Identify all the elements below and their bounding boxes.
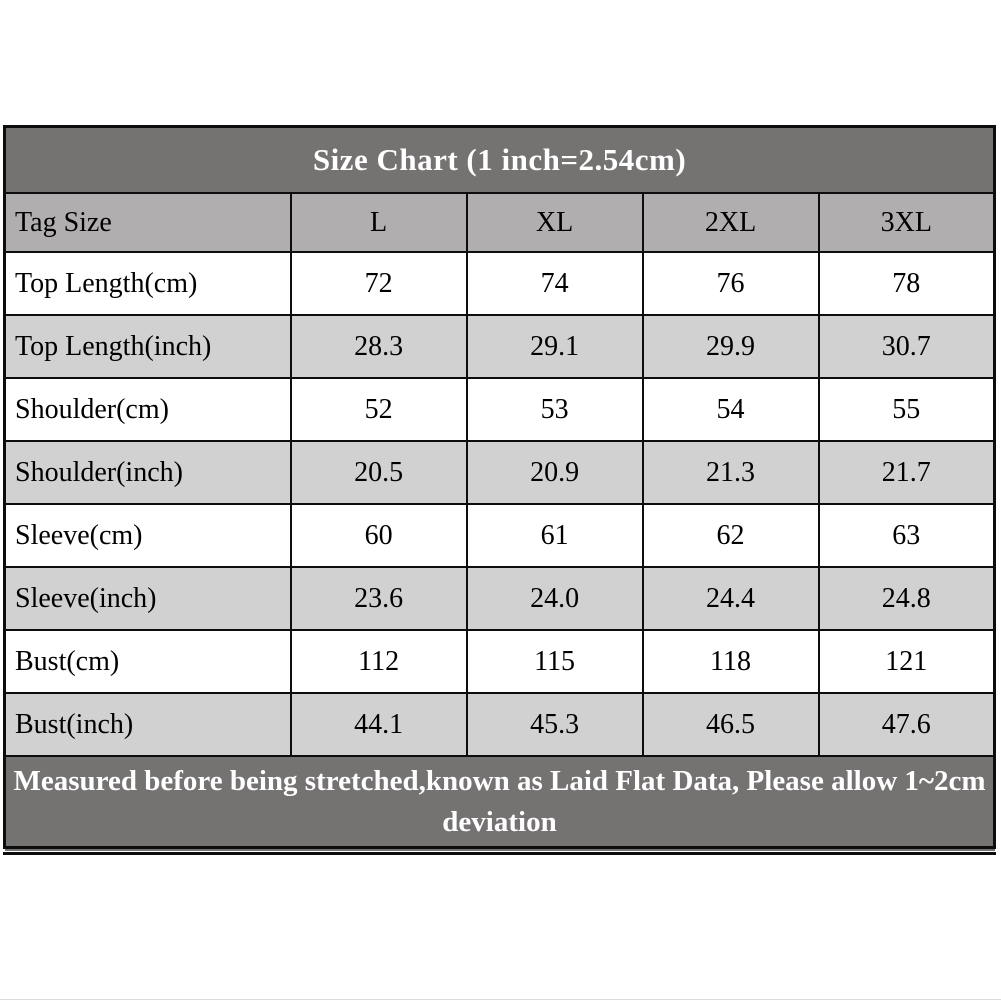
cell-value: 24.8 bbox=[817, 566, 996, 631]
table-row-top-length-cm: Top Length(cm) 72 74 76 78 bbox=[3, 251, 996, 316]
table-row-sleeve-inch: Sleeve(inch) 23.6 24.0 24.4 24.8 bbox=[3, 566, 996, 631]
cell-value: 76 bbox=[641, 251, 820, 316]
cell-value: 28.3 bbox=[289, 314, 468, 379]
cell-value: 20.5 bbox=[289, 440, 468, 505]
title-row: Size Chart (1 inch=2.54cm) bbox=[3, 125, 996, 194]
cell-value: 24.4 bbox=[641, 566, 820, 631]
table-row-bust-cm: Bust(cm) 112 115 118 121 bbox=[3, 629, 996, 694]
cell-value: 46.5 bbox=[641, 692, 820, 757]
footer-row: Measured before being stretched,known as… bbox=[3, 755, 996, 852]
cell-value: 74 bbox=[465, 251, 644, 316]
cell-value: 54 bbox=[641, 377, 820, 442]
cell-value: 62 bbox=[641, 503, 820, 568]
table-row-sleeve-cm: Sleeve(cm) 60 61 62 63 bbox=[3, 503, 996, 568]
cell-value: 53 bbox=[465, 377, 644, 442]
header-size-2xl: 2XL bbox=[641, 192, 820, 253]
row-label: Shoulder(inch) bbox=[3, 440, 292, 505]
cell-value: 121 bbox=[817, 629, 996, 694]
cell-value: 72 bbox=[289, 251, 468, 316]
cell-value: 24.0 bbox=[465, 566, 644, 631]
header-row: Tag Size L XL 2XL 3XL bbox=[3, 192, 996, 253]
cell-value: 23.6 bbox=[289, 566, 468, 631]
chart-title: Size Chart (1 inch=2.54cm) bbox=[3, 125, 996, 194]
cell-value: 29.9 bbox=[641, 314, 820, 379]
cell-value: 61 bbox=[465, 503, 644, 568]
header-tag-size: Tag Size bbox=[3, 192, 292, 253]
cell-value: 115 bbox=[465, 629, 644, 694]
cell-value: 30.7 bbox=[817, 314, 996, 379]
row-label: Sleeve(inch) bbox=[3, 566, 292, 631]
row-label: Bust(cm) bbox=[3, 629, 292, 694]
table-row-shoulder-inch: Shoulder(inch) 20.5 20.9 21.3 21.7 bbox=[3, 440, 996, 505]
cell-value: 52 bbox=[289, 377, 468, 442]
header-size-xl: XL bbox=[465, 192, 644, 253]
measurement-note: Measured before being stretched,known as… bbox=[3, 755, 996, 852]
cell-value: 118 bbox=[641, 629, 820, 694]
row-label: Top Length(cm) bbox=[3, 251, 292, 316]
cell-value: 44.1 bbox=[289, 692, 468, 757]
row-label: Bust(inch) bbox=[3, 692, 292, 757]
cell-value: 21.3 bbox=[641, 440, 820, 505]
cell-value: 47.6 bbox=[817, 692, 996, 757]
cell-value: 78 bbox=[817, 251, 996, 316]
cell-value: 112 bbox=[289, 629, 468, 694]
cell-value: 20.9 bbox=[465, 440, 644, 505]
size-chart-table: Size Chart (1 inch=2.54cm) Tag Size L XL… bbox=[3, 125, 996, 855]
cell-value: 45.3 bbox=[465, 692, 644, 757]
cell-value: 63 bbox=[817, 503, 996, 568]
cell-value: 55 bbox=[817, 377, 996, 442]
page-bottom-divider bbox=[0, 999, 1001, 1000]
table-row-bust-inch: Bust(inch) 44.1 45.3 46.5 47.6 bbox=[3, 692, 996, 757]
cell-value: 60 bbox=[289, 503, 468, 568]
cell-value: 29.1 bbox=[465, 314, 644, 379]
cell-value: 21.7 bbox=[817, 440, 996, 505]
row-label: Shoulder(cm) bbox=[3, 377, 292, 442]
header-size-l: L bbox=[289, 192, 468, 253]
table-row-shoulder-cm: Shoulder(cm) 52 53 54 55 bbox=[3, 377, 996, 442]
row-label: Top Length(inch) bbox=[3, 314, 292, 379]
header-size-3xl: 3XL bbox=[817, 192, 996, 253]
table-row-top-length-inch: Top Length(inch) 28.3 29.1 29.9 30.7 bbox=[3, 314, 996, 379]
row-label: Sleeve(cm) bbox=[3, 503, 292, 568]
